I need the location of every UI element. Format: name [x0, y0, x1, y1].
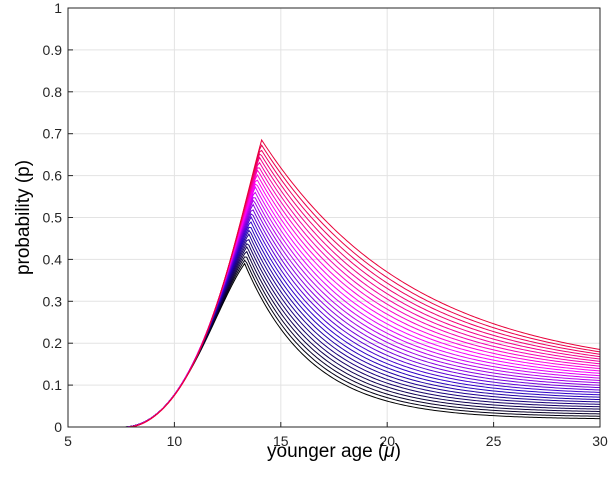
x-tick-label: 10 — [167, 433, 183, 449]
y-tick-label: 1 — [54, 0, 62, 16]
y-tick-label: 0.4 — [43, 251, 63, 267]
grid — [67, 7, 601, 428]
y-tick-label: 0.5 — [43, 210, 63, 226]
y-tick-label: 0.6 — [43, 168, 63, 184]
x-axis-label-close: ) — [395, 441, 401, 462]
x-tick-label: 30 — [592, 433, 608, 449]
x-axis-label: younger age (μ) — [267, 441, 401, 462]
y-axis-label: probability (p) — [13, 160, 34, 275]
y-tick-label: 0.9 — [43, 42, 63, 58]
series-line — [68, 138, 601, 428]
y-tick-label: 0.2 — [43, 335, 63, 351]
x-axis-label-text: younger age ( — [267, 441, 385, 462]
y-tick-label: 0.3 — [43, 293, 63, 309]
y-tick-label: 0.7 — [43, 126, 63, 142]
tick-group: 5 10 15 20 25 30 0 0.1 0.2 0.3 0.4 0.5 0.6 0.7 0.8 0.9 1 — [43, 0, 608, 449]
x-tick-label: 15 — [273, 433, 289, 449]
x-axis-label-symbol: μ — [383, 441, 395, 462]
y-tick-label: 0.8 — [43, 84, 63, 100]
y-tick-label: 0.1 — [43, 377, 63, 393]
y-tick-label: 0 — [54, 419, 62, 435]
x-tick-label: 5 — [64, 433, 72, 449]
series-group — [68, 138, 601, 428]
x-tick-label: 20 — [379, 433, 395, 449]
x-tick-label: 25 — [486, 433, 502, 449]
